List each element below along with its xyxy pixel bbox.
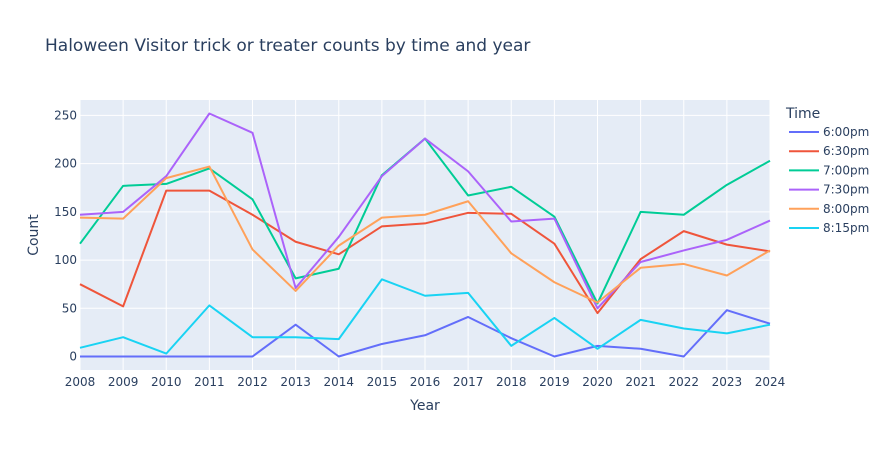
x-tick-label: 2018 bbox=[496, 375, 527, 389]
legend-item[interactable]: 6:00pm bbox=[789, 125, 869, 139]
x-tick-label: 2019 bbox=[539, 375, 570, 389]
y-tick-label: 200 bbox=[54, 157, 77, 171]
series-lines bbox=[79, 112, 771, 358]
legend-label: 6:00pm bbox=[823, 125, 869, 139]
series-line-600pm bbox=[80, 309, 771, 358]
legend-item[interactable]: 7:30pm bbox=[789, 183, 869, 197]
x-tick-label: 2022 bbox=[668, 375, 699, 389]
x-tick-label: 2009 bbox=[108, 375, 139, 389]
series-line-630pm bbox=[79, 189, 771, 315]
y-tick-label: 100 bbox=[54, 253, 77, 267]
legend-item[interactable]: 8:15pm bbox=[789, 221, 869, 235]
legend: Time 6:00pm 6:30pm 7:00pm 7:30pm 8:00pm 8:15p… bbox=[785, 106, 869, 235]
series-line-815pm bbox=[79, 278, 771, 355]
legend-label: 8:15pm bbox=[823, 221, 869, 235]
x-tick-label: 2021 bbox=[625, 375, 656, 389]
x-tick-label: 2012 bbox=[237, 375, 268, 389]
x-tick-label: 2011 bbox=[194, 375, 225, 389]
legend-label: 7:00pm bbox=[823, 163, 869, 177]
series-line-730pm bbox=[79, 112, 771, 310]
legend-title: Time bbox=[785, 106, 820, 122]
y-tick-label: 0 bbox=[69, 350, 77, 364]
x-tick-label: 2016 bbox=[410, 375, 441, 389]
y-gridlines bbox=[80, 114, 770, 309]
legend-item[interactable]: 7:00pm bbox=[789, 163, 869, 177]
y-axis-ticks: 0 50 100 150 200 250 bbox=[54, 108, 77, 363]
x-tick-label: 2013 bbox=[280, 375, 311, 389]
x-tick-label: 2017 bbox=[453, 375, 484, 389]
x-tick-label: 2023 bbox=[712, 375, 743, 389]
y-tick-label: 250 bbox=[54, 108, 77, 122]
x-tick-label: 2024 bbox=[755, 375, 786, 389]
y-axis-title: Count bbox=[26, 214, 42, 256]
x-axis-ticks: 2008 2009 2010 2011 2012 2013 2014 2015 2016 2017… bbox=[65, 375, 786, 389]
y-tick-label: 150 bbox=[54, 205, 77, 219]
chart-title: Haloween Visitor trick or treater counts… bbox=[45, 36, 530, 56]
y-tick-label: 50 bbox=[62, 301, 77, 315]
x-axis-title: Year bbox=[409, 398, 440, 414]
legend-item[interactable]: 6:30pm bbox=[789, 144, 869, 158]
series-line-800pm bbox=[79, 165, 771, 304]
x-tick-label: 2014 bbox=[323, 375, 354, 389]
x-tick-label: 2020 bbox=[582, 375, 613, 389]
legend-label: 8:00pm bbox=[823, 202, 869, 216]
x-tick-label: 2015 bbox=[367, 375, 398, 389]
x-tick-label: 2010 bbox=[151, 375, 182, 389]
legend-item[interactable]: 8:00pm bbox=[789, 202, 869, 216]
legend-label: 6:30pm bbox=[823, 144, 869, 158]
legend-label: 7:30pm bbox=[823, 183, 869, 197]
x-tick-label: 2008 bbox=[65, 375, 96, 389]
